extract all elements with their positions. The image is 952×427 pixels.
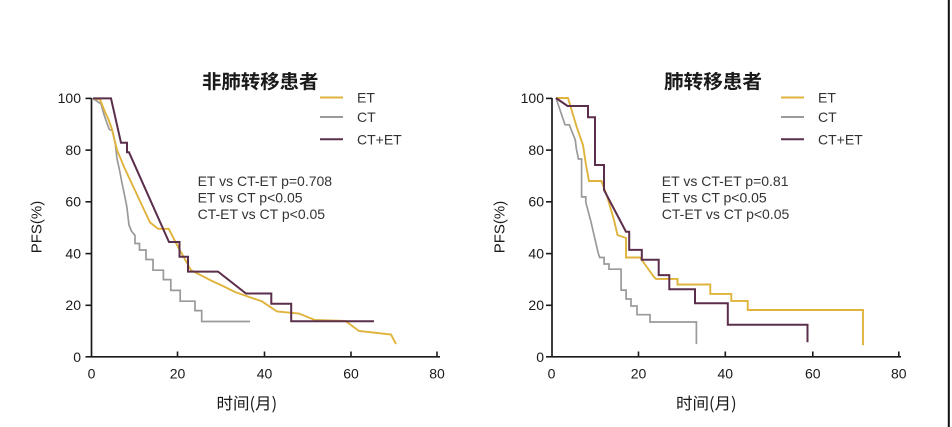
svg-text:20: 20 [631,366,647,382]
svg-text:CT+ET: CT+ET [357,131,402,147]
svg-text:40: 40 [718,366,734,382]
svg-text:CT: CT [357,109,376,125]
svg-text:100: 100 [521,90,545,106]
svg-text:0: 0 [548,366,556,382]
svg-text:40: 40 [528,245,544,261]
svg-text:20: 20 [528,297,544,313]
svg-text:ET vs CT-ET p=0.81: ET vs CT-ET p=0.81 [662,173,789,189]
svg-text:20: 20 [170,366,186,382]
svg-text:40: 40 [257,366,273,382]
svg-text:ET vs CT-ET p=0.708: ET vs CT-ET p=0.708 [198,173,333,189]
svg-text:20: 20 [65,297,81,313]
svg-text:ET: ET [818,90,836,106]
svg-text:ET: ET [357,90,375,106]
svg-text:PFS(%): PFS(%) [492,201,509,254]
svg-text:60: 60 [65,194,81,210]
svg-text:100: 100 [58,90,82,106]
svg-text:CT: CT [818,109,837,125]
svg-text:ET vs CT p<0.05: ET vs CT p<0.05 [662,189,767,205]
svg-text:CT+ET: CT+ET [818,131,863,147]
svg-text:CT-ET vs CT p<0.05: CT-ET vs CT p<0.05 [662,206,790,222]
svg-text:80: 80 [65,142,81,158]
svg-text:0: 0 [536,349,544,365]
svg-text:0: 0 [73,349,81,365]
svg-text:80: 80 [528,142,544,158]
svg-text:PFS(%): PFS(%) [29,201,46,254]
svg-text:60: 60 [528,194,544,210]
svg-text:60: 60 [343,366,359,382]
svg-text:ET vs CT p<0.05: ET vs CT p<0.05 [198,189,303,205]
svg-text:0: 0 [88,366,96,382]
svg-text:CT-ET vs CT p<0.05: CT-ET vs CT p<0.05 [198,206,326,222]
svg-text:40: 40 [65,245,81,261]
svg-text:80: 80 [429,366,445,382]
svg-text:80: 80 [891,366,907,382]
svg-text:60: 60 [805,366,821,382]
